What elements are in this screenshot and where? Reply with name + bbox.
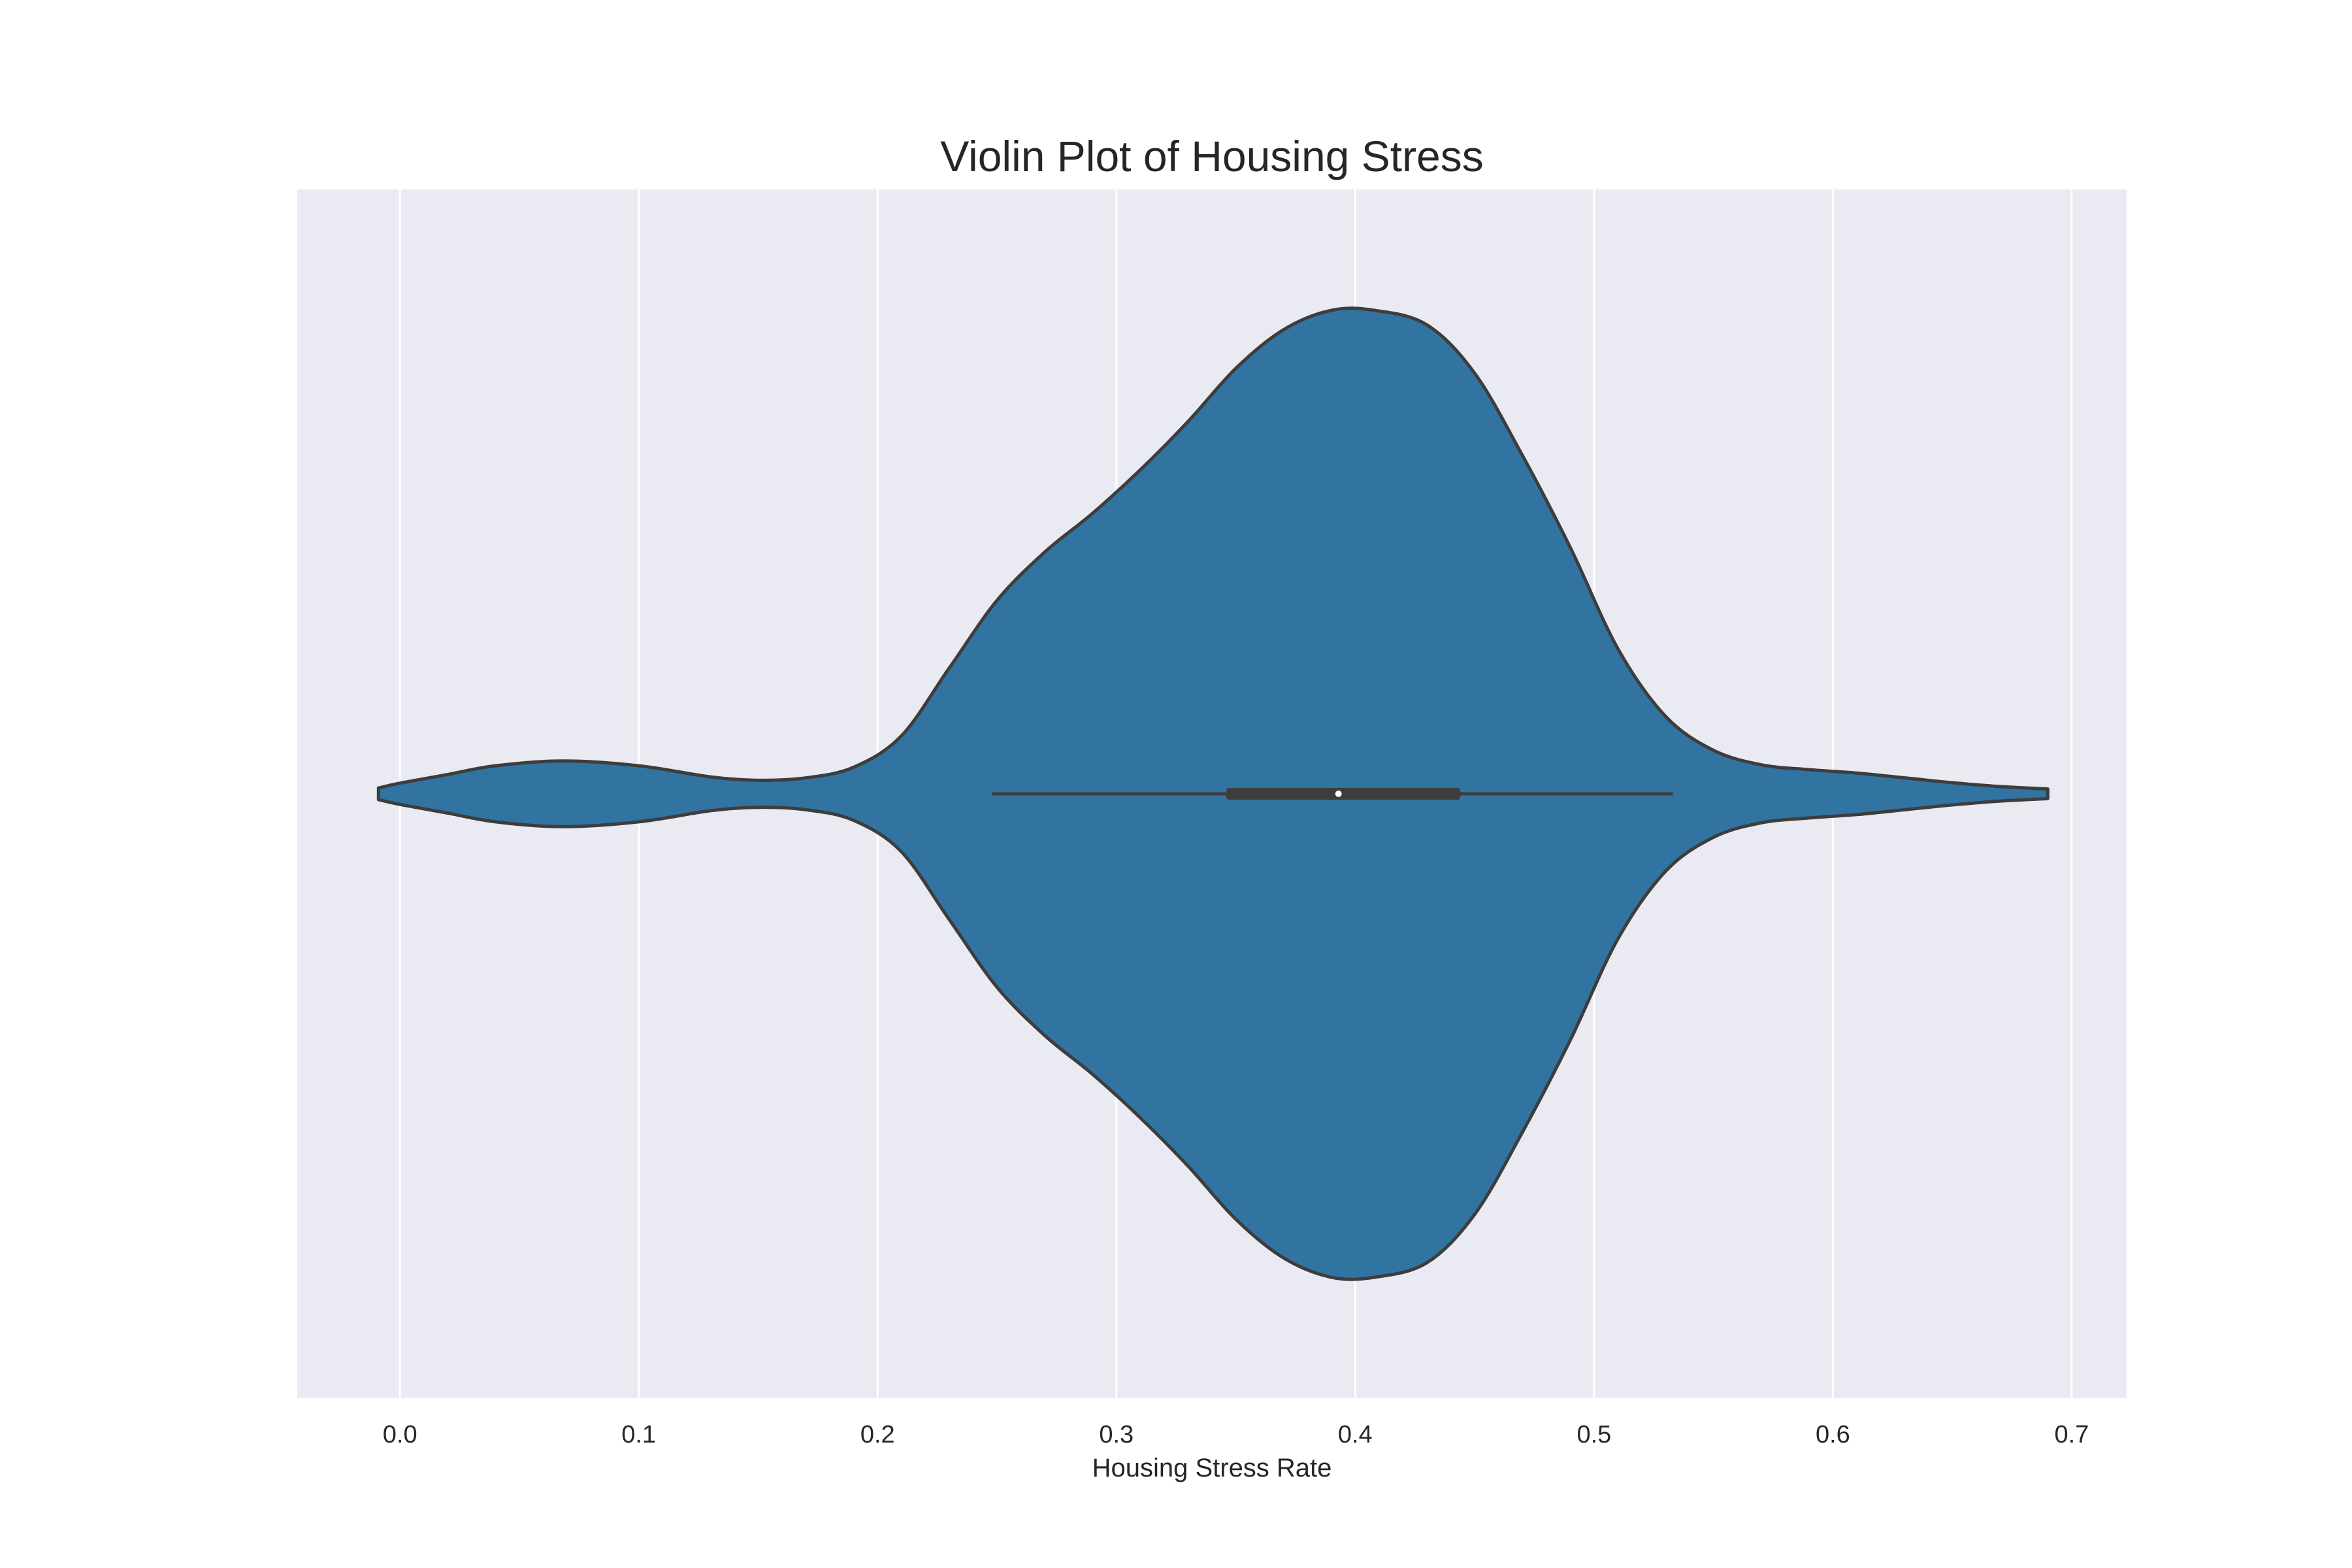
median-point [1335,791,1342,797]
iqr-box [1226,788,1461,800]
x-tick-label: 0.7 [2055,1421,2089,1448]
chart-title: Violin Plot of Housing Stress [940,132,1484,180]
x-tick-label: 0.1 [621,1421,656,1448]
x-tick-label: 0.0 [383,1421,417,1448]
x-tick-label: 0.3 [1099,1421,1134,1448]
x-tick-label: 0.5 [1576,1421,1611,1448]
x-tick-label: 0.4 [1338,1421,1373,1448]
x-tick-labels: 0.0 0.1 0.2 0.3 0.4 0.5 0.6 0.7 [383,1421,2089,1448]
violin-group [376,306,2050,1281]
x-axis-label: Housing Stress Rate [1092,1454,1332,1482]
x-tick-label: 0.6 [1816,1421,1850,1448]
x-tick-label: 0.2 [860,1421,895,1448]
